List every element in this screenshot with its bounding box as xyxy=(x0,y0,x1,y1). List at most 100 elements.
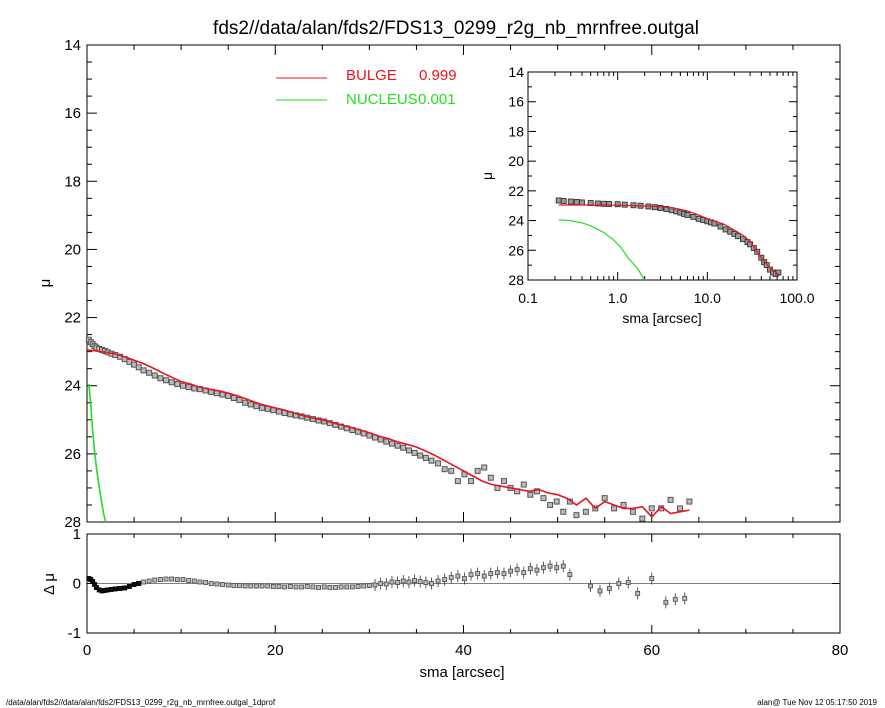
main-series xyxy=(85,336,693,523)
residual-point xyxy=(338,584,344,590)
data-point xyxy=(247,401,254,408)
data-point xyxy=(601,495,608,502)
inset-y-tick-label: 28 xyxy=(508,272,524,288)
data-point xyxy=(500,478,507,485)
residual-point xyxy=(117,586,123,591)
data-point xyxy=(448,467,455,474)
main-y-tick-label: 20 xyxy=(64,241,81,258)
residual-y-axis-title: Δ μ xyxy=(41,573,58,595)
data-point xyxy=(686,498,693,505)
residual-point xyxy=(488,571,494,577)
data-point xyxy=(481,464,488,471)
data-point xyxy=(180,382,187,389)
residual-point xyxy=(225,582,231,588)
data-point xyxy=(174,381,181,388)
legend-nucleus-label: NUCLEUS xyxy=(346,91,418,108)
residual-point xyxy=(152,577,158,583)
data-point xyxy=(547,501,554,508)
data-point xyxy=(629,508,636,515)
residual-point xyxy=(237,583,242,588)
residual-point xyxy=(468,572,474,578)
residual-y-tick-label: -1 xyxy=(68,625,81,642)
data-point xyxy=(388,440,395,447)
data-point xyxy=(487,474,494,481)
data-point xyxy=(140,367,147,374)
residual-point xyxy=(635,590,641,596)
residual-point xyxy=(146,578,152,584)
inset-series xyxy=(555,197,782,281)
residual-point xyxy=(293,584,299,590)
residual-ticks: 0 20 40 60 80-101 xyxy=(68,526,849,659)
residual-point xyxy=(220,582,225,587)
nucleus-model-line xyxy=(88,383,107,523)
inset-nucleus-model-line xyxy=(558,219,646,281)
residual-point xyxy=(423,580,429,585)
residual-point xyxy=(136,581,142,586)
residual-point xyxy=(682,595,688,601)
inset-data-point xyxy=(579,199,585,206)
data-point xyxy=(157,375,164,382)
residual-point xyxy=(93,585,99,590)
residual-point xyxy=(567,572,573,578)
residual-point xyxy=(310,584,316,590)
residual-point xyxy=(287,584,293,589)
inset-data-point xyxy=(555,197,562,204)
inset-ticks: 0.1 1.0 10.0 100.0 14 16 18 20 22 24 26 28 xyxy=(508,64,814,306)
residual-point xyxy=(214,581,220,587)
main-y-tick-label: 18 xyxy=(64,173,81,190)
residual-point xyxy=(265,583,271,589)
residual-point xyxy=(327,585,333,590)
data-point xyxy=(242,399,249,406)
residual-point xyxy=(316,585,321,590)
x-tick-label: 20 xyxy=(267,642,284,659)
inset-bulge-model-line xyxy=(558,204,780,276)
residual-point xyxy=(355,584,361,589)
inset-data-point xyxy=(684,211,691,218)
residual-point xyxy=(448,575,454,581)
inset-data-point xyxy=(606,200,612,207)
main-y-tick-label: 22 xyxy=(64,310,81,327)
data-point xyxy=(185,384,192,391)
data-point xyxy=(428,457,435,464)
residual-point xyxy=(534,567,540,573)
residual-point xyxy=(400,578,406,584)
residual-point xyxy=(649,576,655,581)
data-point xyxy=(151,372,158,379)
residual-point xyxy=(541,565,546,571)
data-point xyxy=(411,449,418,456)
inset-y-axis-title: μ xyxy=(479,172,495,180)
main-y-tick-label: 14 xyxy=(64,37,81,54)
residual-point xyxy=(672,596,678,602)
residual-point xyxy=(514,567,520,573)
residual-y-tick-label: 1 xyxy=(73,526,81,543)
residual-point xyxy=(378,581,384,586)
data-point xyxy=(422,454,429,461)
residual-point xyxy=(625,580,631,585)
data-point xyxy=(253,403,260,410)
inset-data-point xyxy=(614,201,621,208)
data-point xyxy=(405,447,412,454)
inset-data-point xyxy=(717,223,724,230)
residual-point xyxy=(606,586,612,591)
data-point xyxy=(400,444,407,451)
inset-data-point xyxy=(740,236,746,243)
main-y-tick-label: 26 xyxy=(64,446,81,463)
residual-point xyxy=(442,577,448,582)
chart-title: fds2//data/alan/fds2/FDS13_0299_r2g_nb_m… xyxy=(213,18,699,39)
data-point xyxy=(533,488,540,495)
residual-point xyxy=(455,573,461,579)
inset-x-tick-label: 10.0 xyxy=(694,290,721,306)
data-point xyxy=(168,379,175,386)
residual-point xyxy=(174,577,180,582)
residual-point xyxy=(547,563,553,569)
residual-point xyxy=(242,583,248,589)
inset-y-tick-label: 26 xyxy=(508,242,524,258)
residual-point xyxy=(304,584,310,589)
residual-point xyxy=(406,579,412,585)
residual-point xyxy=(521,570,527,576)
data-point xyxy=(163,377,170,384)
data-point xyxy=(474,467,481,474)
data-point xyxy=(417,452,424,459)
residual-point xyxy=(383,581,389,587)
bulge-model-line xyxy=(86,349,690,519)
